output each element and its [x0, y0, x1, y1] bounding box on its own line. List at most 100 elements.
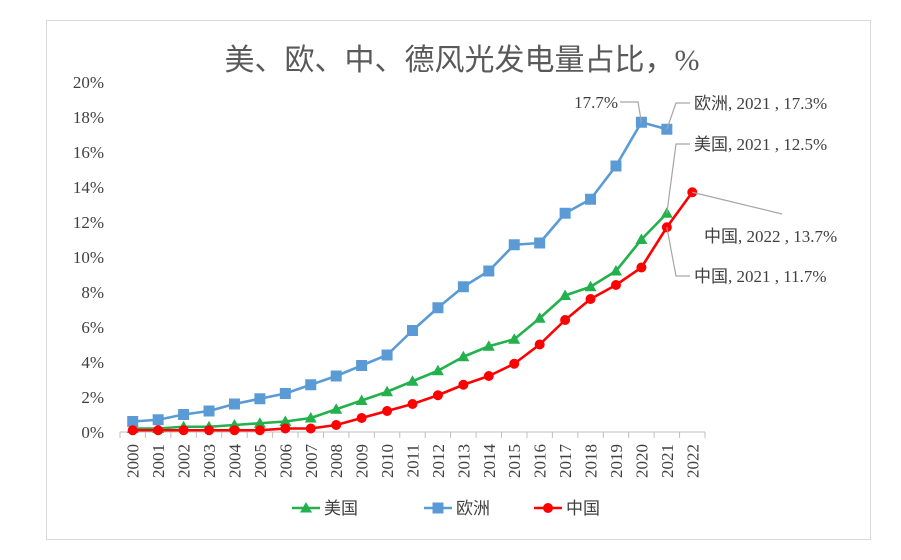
data-point[interactable]	[228, 398, 240, 410]
data-point[interactable]	[458, 379, 469, 390]
data-point[interactable]	[253, 417, 266, 428]
data-point[interactable]	[127, 416, 139, 427]
data-point[interactable]	[635, 233, 648, 245]
data-point[interactable]	[355, 394, 368, 406]
data-point[interactable]	[432, 390, 443, 401]
legend-marker[interactable]	[300, 502, 312, 513]
data-point[interactable]	[279, 415, 292, 427]
data-point[interactable]	[559, 207, 571, 219]
data-point[interactable]	[584, 280, 597, 292]
data-point[interactable]	[279, 388, 291, 399]
data-point[interactable]	[457, 281, 469, 293]
data-point[interactable]	[305, 379, 317, 391]
x-tick-label: 2020	[632, 444, 651, 478]
legend-marker[interactable]	[432, 502, 444, 514]
legend-item-0[interactable]: 美国	[292, 499, 358, 518]
data-point[interactable]	[407, 399, 418, 409]
data-point[interactable]	[508, 333, 521, 344]
y-tick-label: 4%	[81, 353, 104, 372]
data-point[interactable]	[127, 425, 138, 436]
plot-area	[126, 116, 698, 436]
x-tick-label: 2014	[480, 443, 499, 478]
chart-frame	[46, 20, 871, 540]
legend[interactable]: 美国 欧洲 中国	[292, 499, 600, 518]
series-line	[132, 212, 668, 430]
data-point[interactable]	[203, 405, 215, 417]
x-axis: 2000 2001 2002 2003 2004 2005 2006 2007 2008 2009…	[119, 431, 706, 479]
data-point[interactable]	[254, 393, 266, 405]
x-tick-label: 2006	[276, 444, 295, 478]
data-point[interactable]	[559, 289, 572, 301]
data-point[interactable]	[483, 265, 495, 277]
x-tick-label: 2010	[378, 444, 397, 478]
data-point[interactable]	[585, 294, 596, 304]
y-tick-label: 0%	[81, 423, 104, 442]
data-point[interactable]	[330, 370, 342, 382]
x-tick-label: 2009	[353, 444, 372, 478]
data-point[interactable]	[610, 160, 622, 172]
x-tick-label: 2013	[454, 444, 473, 478]
data-point[interactable]	[508, 239, 520, 251]
y-tick-label: 2%	[81, 388, 104, 407]
chart-title: 美、欧、中、德风光发电量占比，%	[225, 44, 700, 77]
x-tick-label: 2012	[429, 444, 448, 478]
x-tick-label: 2001	[149, 444, 168, 478]
data-point[interactable]	[483, 371, 494, 381]
y-axis: 0% 2% 4% 6% 8% 10% 12% 14% 16% 18% 20%	[73, 73, 104, 442]
data-point[interactable]	[305, 423, 316, 434]
x-tick-label: 2003	[200, 444, 219, 478]
data-point[interactable]	[356, 413, 367, 423]
data-point[interactable]	[533, 312, 546, 323]
y-tick-label: 18%	[73, 108, 104, 127]
data-point[interactable]	[152, 414, 164, 426]
data-point[interactable]	[381, 349, 393, 361]
data-point[interactable]	[356, 360, 368, 371]
data-point[interactable]	[407, 325, 418, 336]
data-point[interactable]	[304, 412, 317, 423]
data-label: 欧洲, 2021 , 17.3%	[694, 94, 827, 113]
data-point[interactable]	[254, 425, 265, 436]
legend-item-2[interactable]: 中国	[534, 499, 600, 518]
data-point[interactable]	[610, 280, 621, 290]
data-point[interactable]	[534, 339, 545, 350]
data-point[interactable]	[229, 425, 240, 436]
legend-item-1[interactable]: 欧洲	[424, 499, 490, 518]
x-tick-label: 2007	[302, 444, 321, 479]
x-tick-label: 2019	[607, 444, 626, 478]
legend-label: 美国	[324, 499, 358, 518]
data-point[interactable]	[330, 403, 343, 414]
data-point[interactable]	[381, 385, 394, 397]
data-point[interactable]	[280, 423, 291, 434]
data-point[interactable]	[560, 315, 571, 325]
data-point[interactable]	[431, 364, 444, 376]
annotation-leader-line	[666, 227, 690, 277]
data-point[interactable]	[457, 350, 470, 362]
x-tick-label: 2018	[582, 444, 601, 478]
y-tick-label: 20%	[73, 73, 104, 92]
data-point[interactable]	[609, 265, 622, 276]
annotation-leader-line	[666, 102, 690, 130]
data-point[interactable]	[382, 406, 393, 416]
data-point[interactable]	[636, 262, 647, 273]
x-tick-label: 2017	[556, 444, 575, 479]
x-tick-label: 2021	[658, 444, 677, 478]
legend-marker[interactable]	[543, 503, 553, 513]
x-tick-label: 2000	[124, 444, 143, 478]
y-tick-label: 6%	[81, 318, 104, 337]
data-point[interactable]	[153, 425, 164, 436]
data-point[interactable]	[178, 409, 190, 420]
data-point[interactable]	[432, 302, 444, 314]
data-point[interactable]	[585, 193, 597, 205]
data-point[interactable]	[482, 340, 495, 351]
data-point[interactable]	[534, 237, 546, 249]
series-0	[126, 207, 673, 433]
x-tick-label: 2004	[225, 444, 244, 479]
data-point[interactable]	[406, 375, 419, 386]
data-annotations: 17.7% 欧洲, 2021 , 17.3% 美国, 2021 , 12.5% 中国,…	[574, 93, 837, 286]
data-point[interactable]	[178, 425, 189, 436]
data-point[interactable]	[509, 358, 520, 369]
data-point[interactable]	[331, 420, 342, 430]
legend-label: 欧洲	[456, 499, 490, 518]
data-point[interactable]	[204, 425, 215, 436]
